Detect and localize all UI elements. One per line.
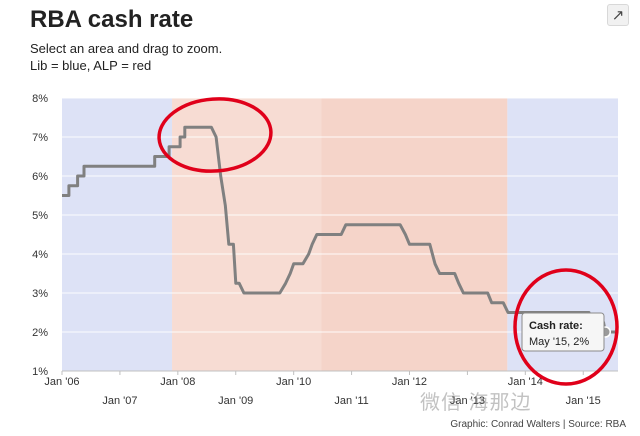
tooltip-value: May '15, 2% (529, 336, 589, 348)
credit-line: Graphic: Conrad Walters | Source: RBA (450, 419, 626, 430)
x-tick-label: Jan '11 (334, 395, 368, 407)
y-tick-label: 8% (32, 93, 48, 105)
y-tick-label: 7% (32, 132, 48, 144)
y-tick-label: 1% (32, 366, 48, 378)
annotation-circle (157, 97, 273, 173)
party-band-alp (321, 98, 508, 371)
x-tick-label: Jan '08 (160, 376, 195, 388)
x-tick-label: Jan '10 (276, 376, 311, 388)
chart-subtitle: Select an area and drag to zoom. Lib = b… (30, 40, 222, 74)
party-band-lib (62, 98, 173, 371)
x-tick-label: Jan '12 (392, 376, 427, 388)
y-tick-label: 5% (32, 210, 48, 222)
tooltip-title: Cash rate: (529, 320, 583, 332)
y-tick-label: 6% (32, 171, 48, 183)
annotation-circle (513, 268, 619, 386)
watermark: 微信 海那边 (420, 392, 532, 414)
x-tick-label: Jan '15 (566, 395, 601, 407)
x-tick-label: Jan '09 (218, 395, 253, 407)
share-icon[interactable]: ↗ (607, 4, 629, 26)
party-band-alp (172, 98, 322, 371)
x-tick-label: Jan '07 (102, 395, 137, 407)
chart-title: RBA cash rate (30, 6, 194, 33)
y-tick-label: 4% (32, 249, 48, 261)
x-tick-label: Jan '14 (508, 376, 543, 388)
x-tick-label: Jan '13 (450, 395, 485, 407)
party-legend-text: Lib = blue, ALP = red (30, 58, 152, 73)
tooltip: Cash rate: May '15, 2% (521, 312, 605, 352)
tooltip-box (521, 312, 605, 352)
x-tick-label: Jan '06 (44, 376, 79, 388)
y-tick-label: 3% (32, 288, 48, 300)
zoom-instruction: Select an area and drag to zoom. (30, 41, 223, 56)
y-tick-label: 2% (32, 327, 48, 339)
cash-rate-line[interactable] (62, 125, 616, 334)
